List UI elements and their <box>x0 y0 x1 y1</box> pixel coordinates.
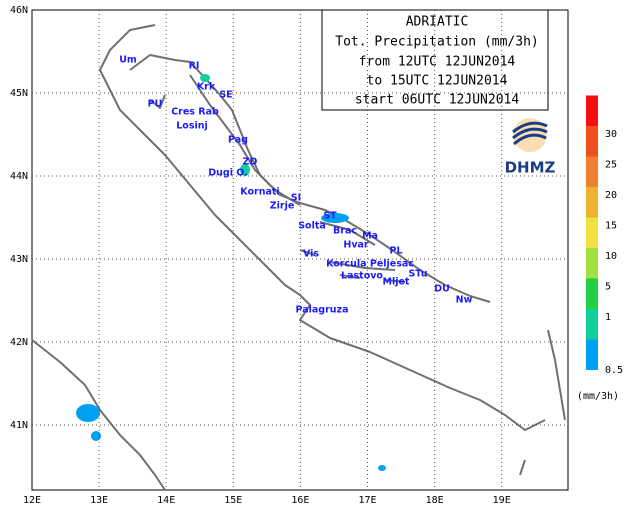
place-label: RI <box>189 61 200 72</box>
title-line: from 12UTC 12JUN2014 <box>359 55 516 70</box>
place-label: Kornati <box>240 187 279 198</box>
place-label: Um <box>119 55 137 66</box>
place-label: Korcula Peljesac <box>326 259 414 270</box>
lat-tick-label: 43N <box>10 254 28 265</box>
lon-tick-label: 12E <box>23 495 41 506</box>
place-label: Zirje <box>270 201 295 212</box>
legend-swatch <box>586 278 598 309</box>
legend-label: 0.5 <box>605 365 623 376</box>
place-label: Vis <box>303 249 319 260</box>
lon-tick-label: 19E <box>493 495 511 506</box>
place-label: Hvar <box>343 240 369 251</box>
lon-tick-label: 14E <box>157 495 175 506</box>
lat-tick-label: 46N <box>10 5 28 16</box>
legend-label: 30 <box>605 129 617 140</box>
lon-tick-label: 16E <box>291 495 309 506</box>
place-label: DU <box>434 284 450 295</box>
legend-swatch <box>586 187 598 218</box>
legend-swatch <box>586 248 598 279</box>
place-label: Krk <box>197 82 216 93</box>
title-line: ADRIATIC <box>406 15 469 30</box>
legend-label: 5 <box>605 282 611 293</box>
place-label: Dugi O. <box>208 168 248 179</box>
lon-tick-label: 13E <box>90 495 108 506</box>
place-label: ST <box>323 211 337 222</box>
place-label: Cres Rab <box>171 107 219 118</box>
lat-tick-label: 45N <box>10 88 28 99</box>
lon-tick-label: 15E <box>224 495 242 506</box>
title-line: Tot. Precipitation (mm/3h) <box>335 35 539 50</box>
precipitation-patches <box>76 74 386 471</box>
place-label: Palagruza <box>296 305 349 316</box>
place-label: Brac <box>333 226 357 237</box>
place-label: Losinj <box>176 121 208 132</box>
legend-swatch <box>586 95 598 126</box>
legend-unit: (mm/3h) <box>577 391 619 402</box>
place-label: Lastovo <box>341 271 383 282</box>
legend-swatch <box>586 339 598 370</box>
title: ADRIATIC Tot. Precipitation (mm/3h) from 1… <box>335 15 539 108</box>
place-label: PU <box>148 99 163 110</box>
legend-swatch <box>586 126 598 157</box>
legend-swatch <box>586 156 598 187</box>
lat-tick-label: 42N <box>10 337 28 348</box>
place-label: Solta <box>298 221 326 232</box>
logo-text: DHMZ <box>505 159 556 177</box>
lat-tick-label: 41N <box>10 420 28 431</box>
legend-label: 15 <box>605 221 617 232</box>
place-label: PL <box>389 246 402 257</box>
place-label: Nw <box>456 295 473 306</box>
legend-label: 25 <box>605 160 617 171</box>
place-label: Mljet <box>383 277 410 288</box>
title-line: to 15UTC 12JUN2014 <box>367 74 508 89</box>
lon-tick-label: 18E <box>426 495 444 506</box>
coastline <box>31 24 566 491</box>
place-label: ZD <box>243 157 258 168</box>
legend-label: 10 <box>605 251 617 262</box>
legend-swatch <box>586 309 598 340</box>
logo: DHMZ <box>505 118 556 177</box>
grid: 12E 13E 14E 15E 16E 17E 18E 19E 46N 45N 44N 43N 42N 4… <box>10 5 568 506</box>
legend-label: 1 <box>605 312 611 323</box>
legend-swatch <box>586 217 598 248</box>
place-label: STu <box>408 269 427 280</box>
place-label: Ma <box>362 231 378 242</box>
legend-label: 20 <box>605 190 617 201</box>
place-label: SI <box>291 193 301 204</box>
place-label: SE <box>219 90 232 101</box>
lat-tick-label: 44N <box>10 171 28 182</box>
title-line: start 06UTC 12JUN2014 <box>355 93 520 108</box>
lon-tick-label: 17E <box>358 495 376 506</box>
place-label: Pag <box>228 135 248 146</box>
